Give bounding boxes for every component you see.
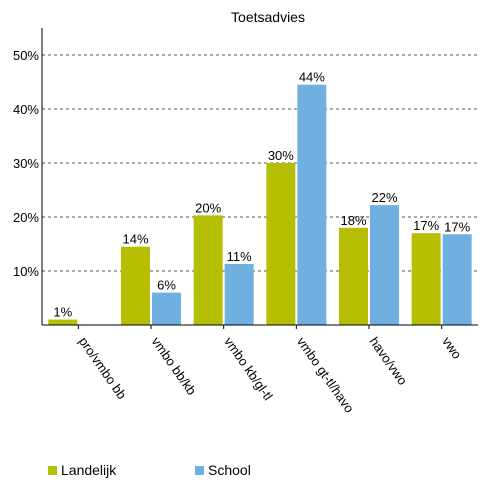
bar-value-label: 17% xyxy=(444,219,470,234)
x-tick-label: vwo xyxy=(439,334,465,362)
y-tick-label: 50% xyxy=(13,48,39,63)
bar-value-label: 20% xyxy=(195,200,221,215)
x-tick-labels: pro/vmbo bb vmbo bb/kb vmbo kb/gl-tl vmbo g… xyxy=(76,325,465,416)
bar-landelijk xyxy=(193,215,223,325)
bar-school xyxy=(224,263,254,325)
bars xyxy=(48,84,472,325)
y-tick-label: 10% xyxy=(13,264,39,279)
x-tick-label: havo/vwo xyxy=(367,334,411,388)
y-tick-label: 20% xyxy=(13,210,39,225)
bar-data-labels: 1% 14% 6% 20% 11% 30% 44% 18% 22% 17% 17% xyxy=(53,70,470,320)
chart-title: Toetsadvies xyxy=(231,9,305,25)
y-tick-labels: 10% 20% 30% 40% 50% xyxy=(13,48,39,279)
bar-value-label: 1% xyxy=(53,305,72,320)
bar-school xyxy=(370,205,399,325)
x-tick-label: vmbo kb/gl-tl xyxy=(221,334,276,403)
bar-value-label: 22% xyxy=(371,190,397,205)
legend-swatch-school xyxy=(195,466,204,475)
y-tick-label: 30% xyxy=(13,156,39,171)
bar-school xyxy=(152,292,181,325)
legend-label-landelijk: Landelijk xyxy=(61,462,117,478)
bar-value-label: 17% xyxy=(413,218,439,233)
x-tick-label: vmbo gt-tl/havo xyxy=(294,334,357,415)
grid-lines xyxy=(42,54,478,272)
y-tick-label: 40% xyxy=(13,102,39,117)
bar-school xyxy=(297,84,327,325)
bar-value-label: 30% xyxy=(268,148,294,163)
axes xyxy=(41,28,478,326)
bar-school xyxy=(442,234,472,325)
bar-value-label: 18% xyxy=(340,213,366,228)
bar-value-label: 14% xyxy=(122,232,148,247)
legend: Landelijk School xyxy=(48,462,251,478)
bar-landelijk xyxy=(48,319,78,325)
bar-landelijk xyxy=(339,227,368,325)
x-tick-label: pro/vmbo bb xyxy=(76,334,130,402)
bar-landelijk xyxy=(411,233,441,325)
bar-landelijk xyxy=(266,163,296,325)
bar-landelijk xyxy=(121,246,150,325)
bar-value-label: 6% xyxy=(157,278,176,293)
legend-label-school: School xyxy=(208,462,251,478)
legend-swatch-landelijk xyxy=(48,466,57,475)
bar-value-label: 11% xyxy=(227,249,252,264)
bar-value-label: 44% xyxy=(299,70,325,85)
x-tick-label: vmbo bb/kb xyxy=(149,334,200,398)
